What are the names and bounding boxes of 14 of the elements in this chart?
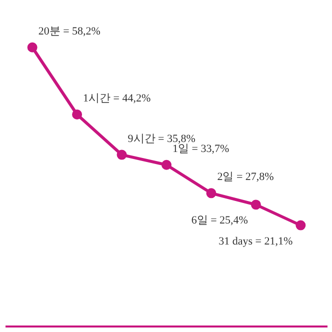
- point: [27, 42, 38, 52]
- data-label: 20분 = 58,2%: [38, 25, 100, 38]
- data-label: 31 days = 21,1%: [218, 235, 293, 248]
- data-label: 9시간 = 35,8%: [128, 132, 196, 145]
- data-label: 2일 = 27,8%: [217, 171, 274, 184]
- point: [206, 188, 216, 198]
- data-label: 1시간 = 44,2%: [83, 92, 151, 105]
- point: [162, 160, 172, 170]
- point: [116, 150, 127, 160]
- data-label: 1일 = 33,7%: [172, 142, 230, 155]
- data-label: 6일 = 25,4%: [191, 214, 248, 227]
- point: [72, 110, 82, 120]
- point: [296, 220, 306, 230]
- point: [250, 200, 261, 210]
